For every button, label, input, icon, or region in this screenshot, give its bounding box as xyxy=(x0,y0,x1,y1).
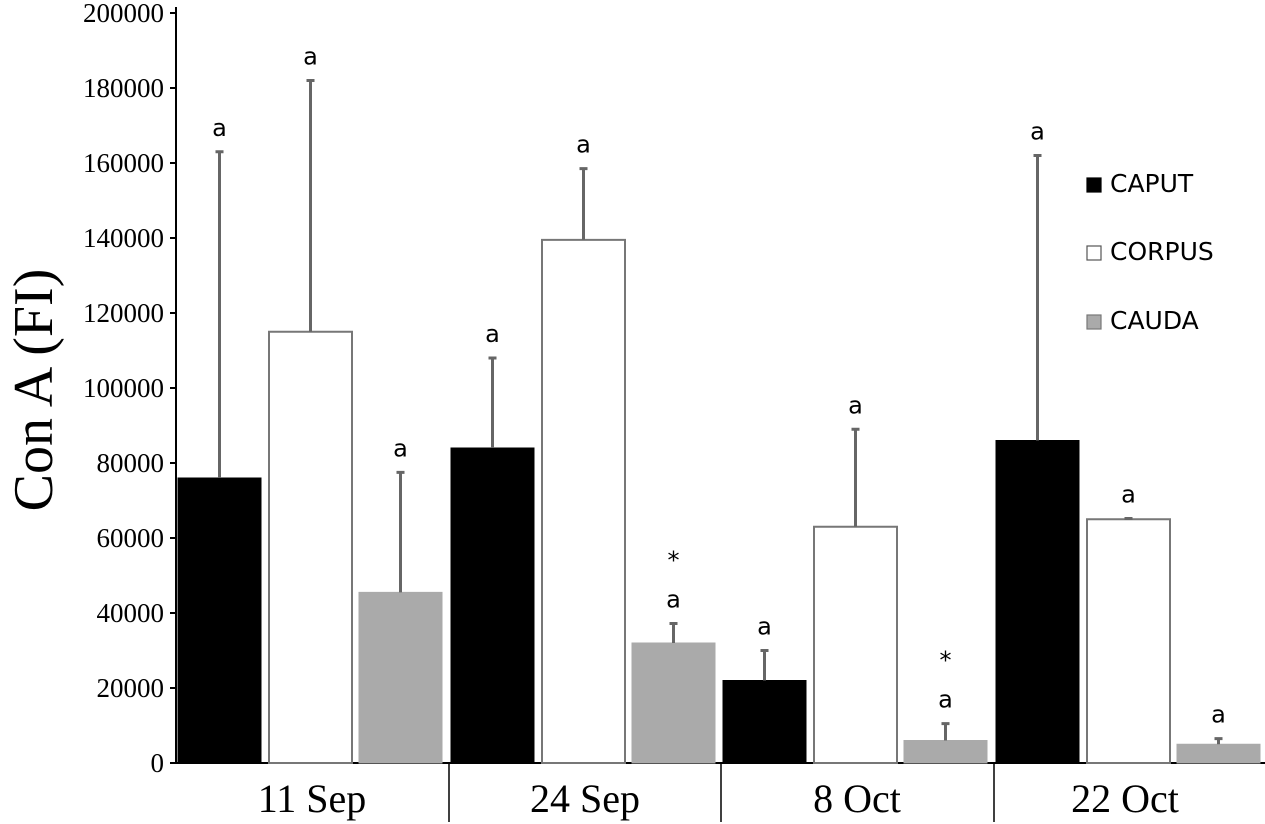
significance-letter: a xyxy=(393,434,408,462)
significance-letter: a xyxy=(938,686,953,714)
y-tick-label: 60000 xyxy=(97,523,165,553)
bar-corpus xyxy=(813,525,898,764)
bar-caput xyxy=(450,447,535,764)
bar-cauda xyxy=(903,740,988,764)
y-tick-label: 200000 xyxy=(83,0,164,28)
significance-letter: a xyxy=(1030,118,1045,146)
y-tick-label: 0 xyxy=(151,748,165,778)
bar-cauda xyxy=(631,642,716,764)
legend-label-caput: CAPUT xyxy=(1110,169,1194,198)
significance-letter: a xyxy=(848,391,863,419)
y-tick-label: 80000 xyxy=(97,448,165,478)
bar-cauda xyxy=(358,591,443,764)
significance-star: * xyxy=(940,647,952,675)
bar-corpus xyxy=(541,238,626,764)
bars xyxy=(177,238,1261,764)
significance-letter: a xyxy=(576,131,591,159)
significance-letter: a xyxy=(303,43,318,71)
bar-corpus xyxy=(1086,518,1171,764)
significance-letter: a xyxy=(757,613,772,641)
legend-label-corpus: CORPUS xyxy=(1110,237,1214,266)
significance-letter: a xyxy=(1121,481,1136,509)
y-tick-label: 140000 xyxy=(83,223,164,253)
bar-corpus xyxy=(268,330,353,764)
bar-caput xyxy=(722,680,807,764)
bar-caput xyxy=(177,477,262,764)
error-bars xyxy=(215,79,1223,745)
legend-swatch-caput xyxy=(1086,177,1102,193)
x-tick-label: 8 Oct xyxy=(813,776,901,821)
y-tick-label: 180000 xyxy=(83,73,164,103)
significance-annotations: a a a a a a a a a a * a * a xyxy=(212,43,1226,729)
x-tick-label: 11 Sep xyxy=(258,776,367,821)
significance-letter: a xyxy=(666,586,681,614)
significance-letter: a xyxy=(1211,701,1226,729)
significance-letter: a xyxy=(485,320,500,348)
y-tick-label: 120000 xyxy=(83,298,164,328)
significance-letter: a xyxy=(212,114,227,142)
bar-caput xyxy=(995,440,1080,764)
y-tick-label: 20000 xyxy=(97,673,165,703)
x-tick-label: 24 Sep xyxy=(530,776,640,821)
significance-star: * xyxy=(668,547,680,575)
y-tick-label: 160000 xyxy=(83,148,164,178)
y-tick-label: 40000 xyxy=(97,598,165,628)
legend-swatch-corpus xyxy=(1086,245,1102,261)
y-axis-title: Con A (FI) xyxy=(3,269,65,512)
axes: 0 20000 40000 60000 80000 100000 120000 140000 1… xyxy=(83,0,1265,822)
legend-swatch-cauda xyxy=(1086,314,1102,330)
x-tick-label: 22 Oct xyxy=(1071,776,1179,821)
bar-cauda xyxy=(1176,743,1261,764)
y-tick-label: 100000 xyxy=(83,373,164,403)
legend-label-cauda: CAUDA xyxy=(1110,306,1199,335)
legend: CAPUT CORPUS CAUDA xyxy=(1086,169,1214,335)
